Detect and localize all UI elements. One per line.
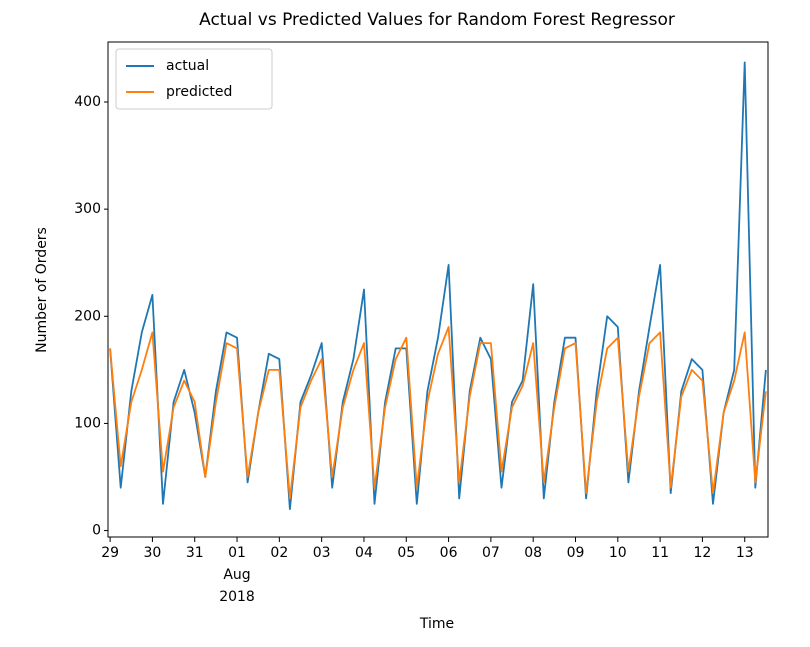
legend-label: predicted [166, 84, 232, 100]
y-axis-label: Number of Orders [34, 227, 50, 353]
x-year-label: 2018 [219, 589, 255, 605]
x-tick-label: 04 [355, 545, 373, 561]
y-tick-label: 100 [74, 415, 101, 431]
x-tick-label: 08 [524, 545, 542, 561]
legend-label: actual [166, 58, 209, 74]
x-tick-label: 03 [313, 545, 331, 561]
legend-box [115, 48, 273, 110]
x-tick-label: 09 [567, 545, 585, 561]
x-axis-label: Time [419, 616, 454, 632]
x-tick-label: 10 [609, 545, 627, 561]
x-tick-label: 02 [270, 545, 288, 561]
x-tick-label: 11 [651, 545, 669, 561]
plot-frame [107, 41, 769, 538]
x-tick-label: 30 [144, 545, 162, 561]
x-tick-label: 05 [397, 545, 415, 561]
chart-title: Actual vs Predicted Values for Random Fo… [199, 10, 675, 30]
x-tick-label: 06 [440, 545, 458, 561]
x-tick-label: 12 [694, 545, 712, 561]
y-tick-label: 200 [74, 308, 101, 324]
x-month-label: Aug [223, 567, 250, 583]
x-tick-label: 31 [186, 545, 204, 561]
line-actual [109, 61, 767, 511]
y-tick-label: 400 [74, 94, 101, 110]
y-tick-label: 0 [92, 523, 101, 539]
x-tick-label: 07 [482, 545, 500, 561]
line-predicted [109, 326, 767, 500]
x-tick-label: 13 [736, 545, 754, 561]
x-tick-label: 01 [228, 545, 246, 561]
y-tick-label: 300 [74, 201, 101, 217]
x-tick-label: 29 [101, 545, 119, 561]
